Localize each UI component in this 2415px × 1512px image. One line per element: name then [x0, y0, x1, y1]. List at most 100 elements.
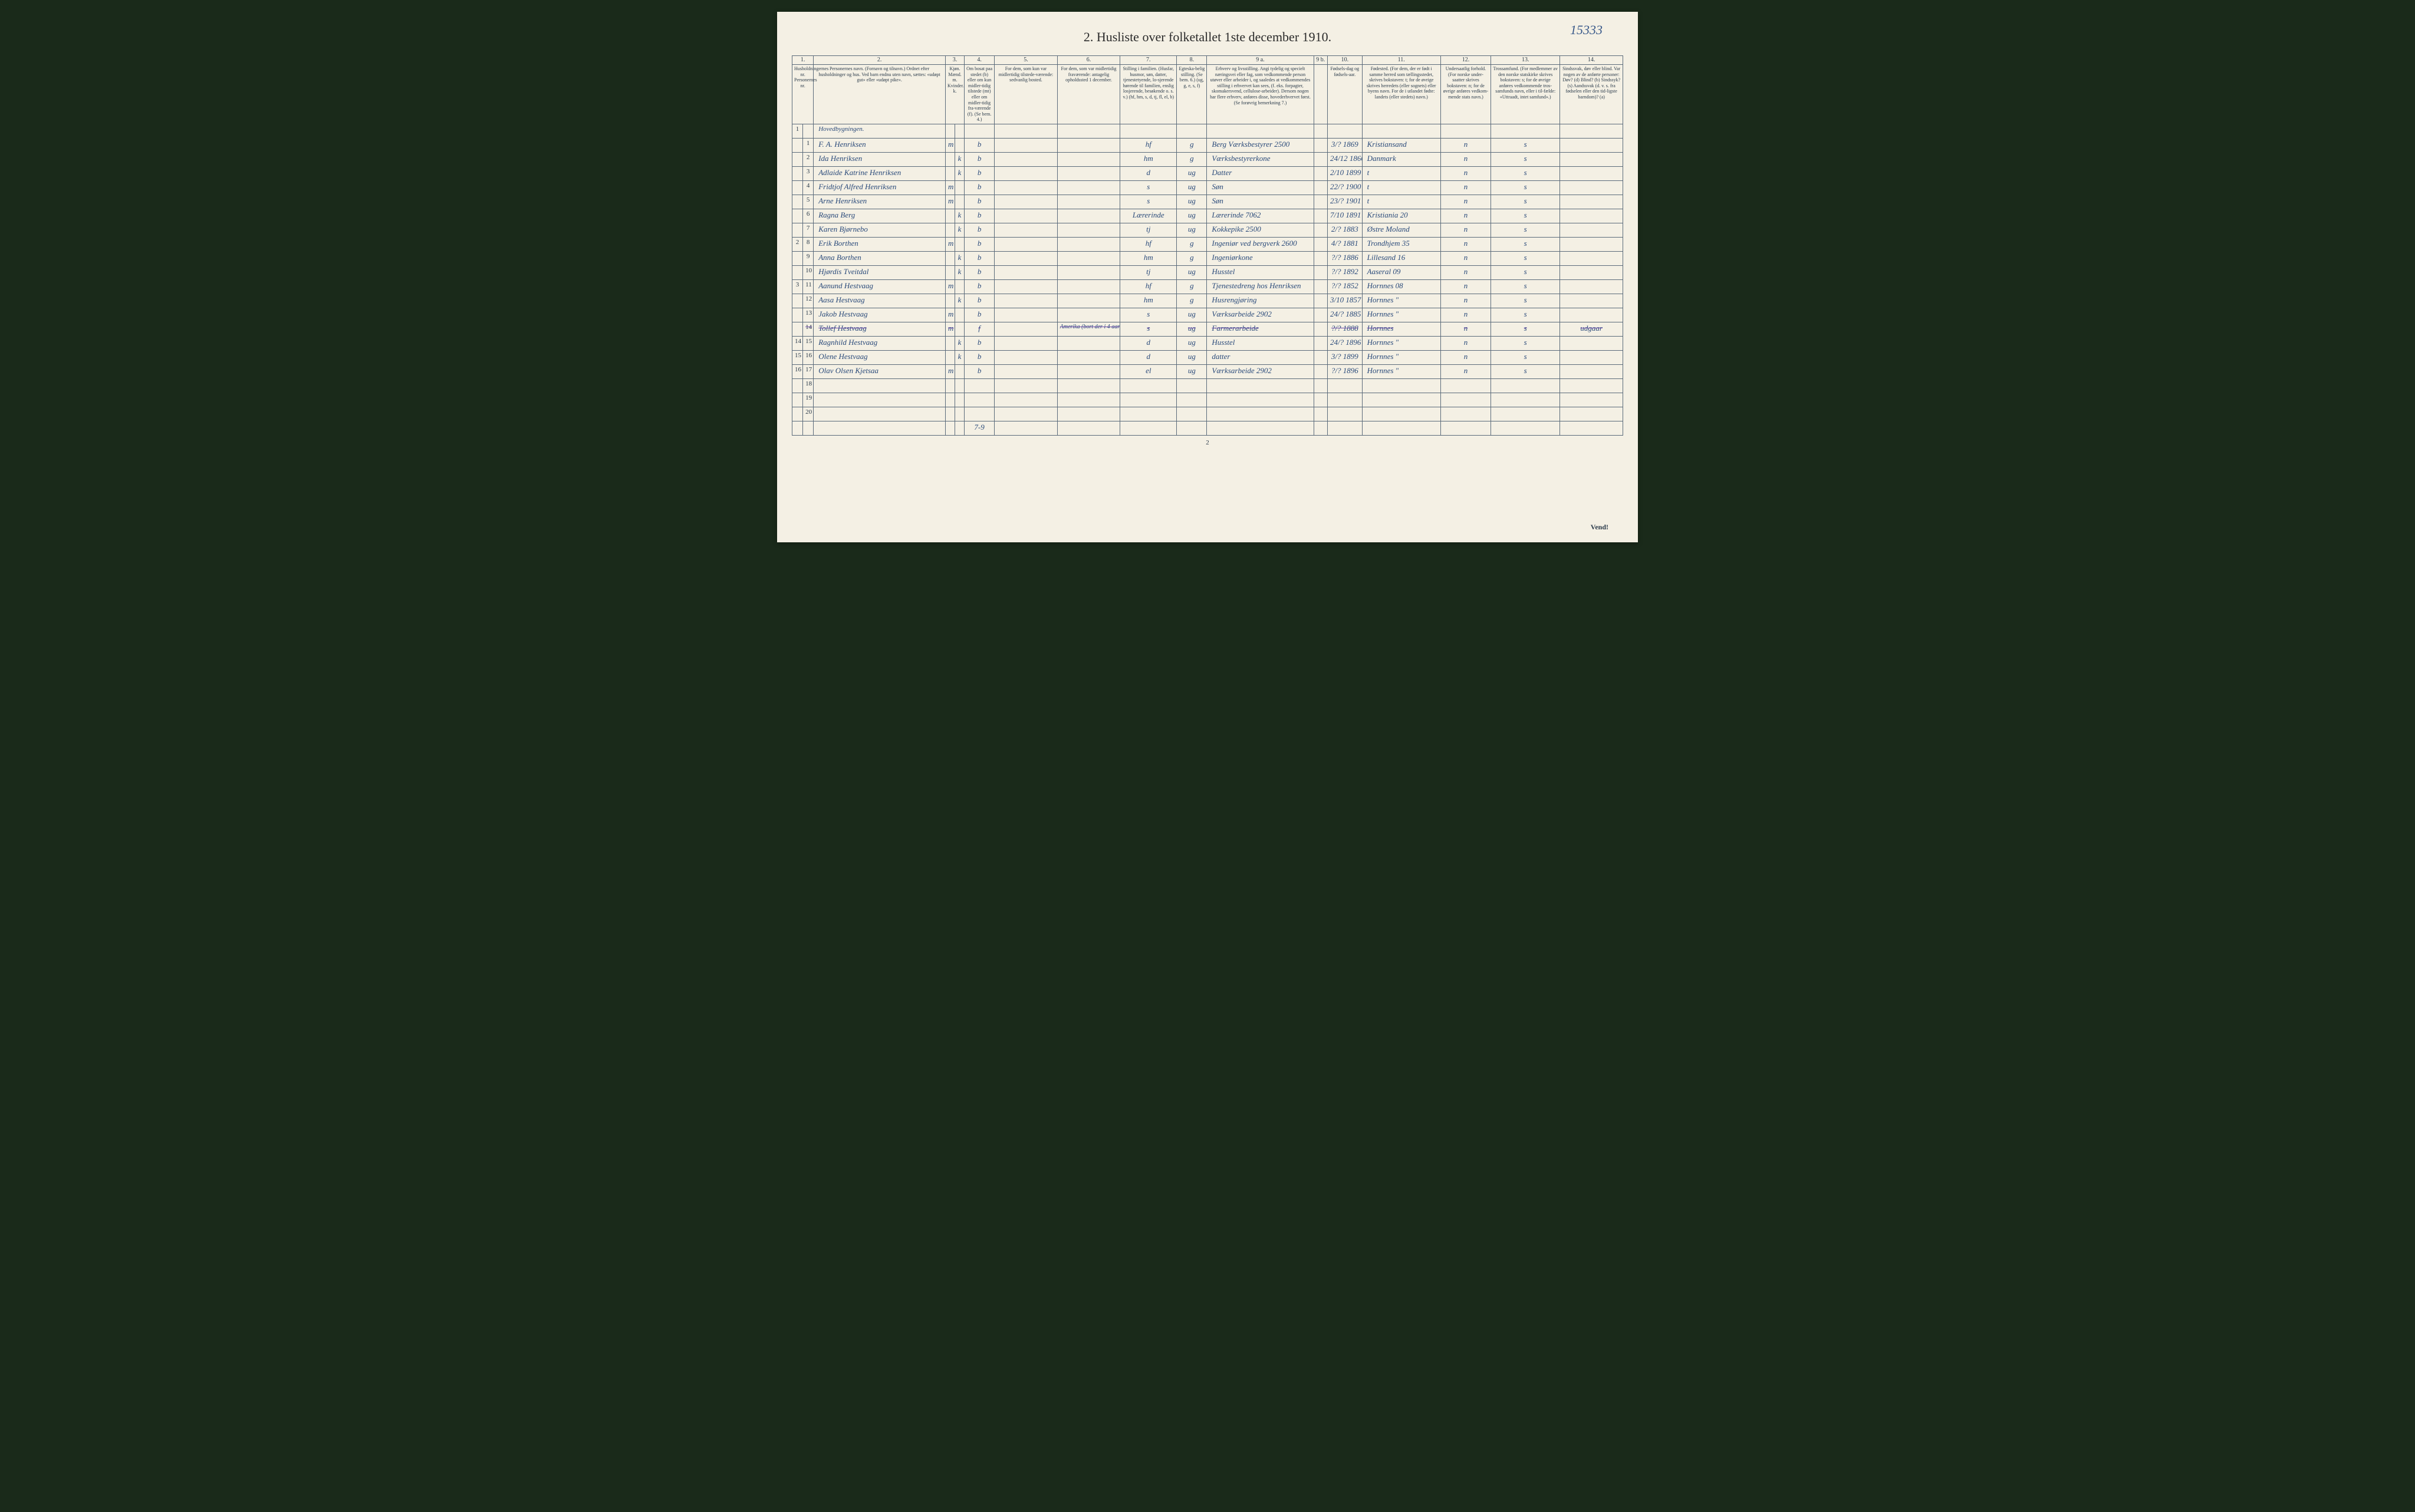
table-cell: Ragnhild Hestvaag [814, 336, 946, 350]
table-cell [1314, 209, 1327, 223]
table-cell [1362, 393, 1440, 407]
table-cell: k [955, 223, 965, 237]
column-number: 5. [995, 56, 1058, 65]
table-cell: k [955, 265, 965, 279]
table-cell [1057, 350, 1120, 364]
table-cell [1207, 378, 1314, 393]
table-cell [1440, 124, 1491, 138]
table-cell: 23/? 1901 [1328, 195, 1363, 209]
column-number: 3. [946, 56, 965, 65]
table-cell: 5 [803, 195, 814, 209]
table-cell [1560, 124, 1623, 138]
table-cell [1120, 124, 1177, 138]
table-cell [1314, 195, 1327, 209]
table-cell: Hornnes " [1362, 364, 1440, 378]
column-header: Om bosat paa stedet (b) eller om kun mid… [965, 65, 995, 124]
page-number: 2 [792, 439, 1623, 446]
table-cell [1314, 407, 1327, 421]
table-cell: Hornnes " [1362, 336, 1440, 350]
vend-note: Vend! [1591, 523, 1608, 532]
table-cell [1207, 421, 1314, 435]
table-cell [1560, 336, 1623, 350]
table-cell: hf [1120, 237, 1177, 251]
table-cell: ug [1177, 336, 1207, 350]
table-cell: s [1491, 350, 1560, 364]
table-cell: d [1120, 166, 1177, 180]
table-cell: m [946, 279, 955, 294]
table-cell: 4/? 1881 [1328, 237, 1363, 251]
table-cell: Danmark [1362, 152, 1440, 166]
table-cell [946, 124, 955, 138]
census-page: 15333 2. Husliste over folketallet 1ste … [777, 12, 1638, 542]
table-cell: b [965, 223, 995, 237]
table-cell: s [1491, 336, 1560, 350]
table-cell: ?/? 1888 [1328, 322, 1363, 336]
table-cell [1560, 308, 1623, 322]
table-cell [1560, 166, 1623, 180]
table-cell: b [965, 237, 995, 251]
table-cell [814, 378, 946, 393]
table-cell [995, 350, 1058, 364]
table-cell [946, 223, 955, 237]
table-cell: ug [1177, 350, 1207, 364]
table-cell: Jakob Hestvaag [814, 308, 946, 322]
table-cell: Anna Borthen [814, 251, 946, 265]
table-cell: Søn [1207, 195, 1314, 209]
table-cell [995, 209, 1058, 223]
column-number: 4. [965, 56, 995, 65]
table-cell: 20 [803, 407, 814, 421]
table-cell [1057, 152, 1120, 166]
table-cell [995, 180, 1058, 195]
table-cell: hm [1120, 152, 1177, 166]
table-cell: s [1491, 279, 1560, 294]
table-cell: b [965, 364, 995, 378]
table-cell [995, 166, 1058, 180]
table-cell [955, 421, 965, 435]
table-cell: Husstel [1207, 265, 1314, 279]
table-cell: m [946, 322, 955, 336]
table-cell: ug [1177, 166, 1207, 180]
table-row: 2Ida HenriksenkbhmgVærksbestyrerkone24/1… [792, 152, 1623, 166]
column-number: 8. [1177, 56, 1207, 65]
table-cell: 22/? 1900 [1328, 180, 1363, 195]
column-number: 12. [1440, 56, 1491, 65]
table-cell: s [1491, 152, 1560, 166]
table-cell: b [965, 209, 995, 223]
column-header: For dem, som var midlertidig fraværende:… [1057, 65, 1120, 124]
table-cell [946, 265, 955, 279]
table-cell [1440, 378, 1491, 393]
table-row: 13Jakob HestvaagmbsugVærksarbeide 290224… [792, 308, 1623, 322]
table-cell [792, 195, 803, 209]
column-header: Kjøn. Mænd. m. Kvinder. k. [946, 65, 965, 124]
table-cell: 9 [803, 251, 814, 265]
table-cell: n [1440, 138, 1491, 152]
table-cell [1362, 421, 1440, 435]
table-cell [1057, 223, 1120, 237]
table-cell [792, 166, 803, 180]
table-row: 311Aanund HestvaagmbhfgTjenestedreng hos… [792, 279, 1623, 294]
column-header: Trossamfund. (For medlemmer av den norsk… [1491, 65, 1560, 124]
table-cell: b [965, 251, 995, 265]
table-cell: s [1491, 251, 1560, 265]
table-cell [1560, 195, 1623, 209]
table-cell: Olav Olsen Kjetsaa [814, 364, 946, 378]
table-cell [792, 378, 803, 393]
table-cell: s [1491, 209, 1560, 223]
table-cell [995, 364, 1058, 378]
table-cell: b [965, 265, 995, 279]
table-cell [1314, 393, 1327, 407]
table-cell [1491, 378, 1560, 393]
table-cell [792, 294, 803, 308]
table-row: 28Erik BorthenmbhfgIngeniør ved bergverk… [792, 237, 1623, 251]
table-cell: n [1440, 336, 1491, 350]
table-cell: g [1177, 152, 1207, 166]
table-cell: 14 [792, 336, 803, 350]
table-cell [955, 393, 965, 407]
table-cell [1314, 223, 1327, 237]
table-cell: 24/? 1885 [1328, 308, 1363, 322]
table-cell [1560, 237, 1623, 251]
table-cell [1057, 378, 1120, 393]
column-header: Fødsels-dag og fødsels-aar. [1328, 65, 1363, 124]
table-cell: s [1491, 294, 1560, 308]
table-cell: Kokkepike 2500 [1207, 223, 1314, 237]
